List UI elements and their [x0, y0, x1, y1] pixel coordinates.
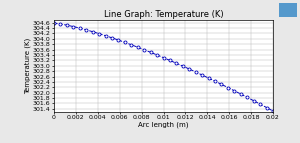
Y-axis label: Temperature (K): Temperature (K): [25, 38, 31, 94]
Title: Line Graph: Temperature (K): Line Graph: Temperature (K): [104, 10, 223, 19]
X-axis label: Arc length (m): Arc length (m): [138, 121, 189, 128]
